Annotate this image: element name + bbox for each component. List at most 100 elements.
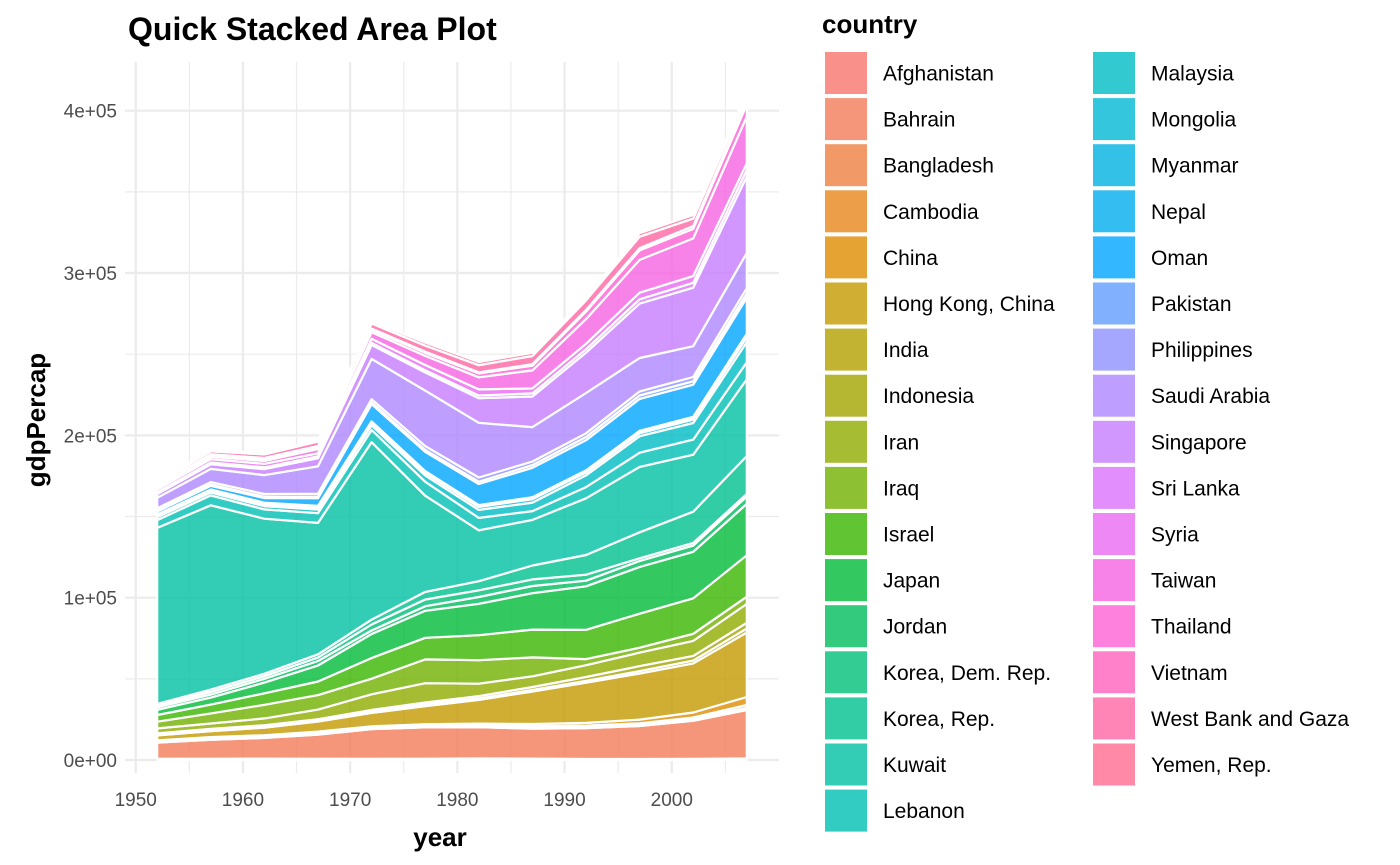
legend-item: Hong Kong, China — [824, 281, 1055, 326]
legend-item: Oman — [1092, 235, 1208, 280]
legend-item: Syria — [1092, 512, 1199, 556]
legend-key — [1093, 190, 1135, 233]
legend-label: Kuwait — [883, 754, 946, 777]
legend-label: Cambodia — [883, 201, 979, 224]
legend-key — [825, 559, 867, 602]
legend-key — [1093, 236, 1135, 279]
legend-label: Jordan — [883, 616, 947, 639]
y-tick-label: 3e+05 — [64, 264, 117, 285]
legend-item: Sri Lanka — [1092, 465, 1240, 510]
legend-key — [825, 466, 867, 509]
legend-key — [825, 190, 867, 233]
legend-key — [825, 282, 867, 325]
legend-key — [1093, 651, 1135, 694]
legend-label: Pakistan — [1151, 293, 1232, 316]
legend-label: Afghanistan — [883, 63, 994, 86]
x-tick-label: 2000 — [651, 790, 693, 811]
legend-key — [1093, 328, 1135, 371]
legend-item: Afghanistan — [824, 51, 994, 95]
y-axis-ticks: 0e+00 1e+05 2e+05 3e+05 4e+05 — [64, 102, 117, 772]
legend-label: Vietnam — [1151, 662, 1228, 685]
legend-key — [1093, 605, 1135, 648]
legend-item: Korea, Rep. — [824, 696, 995, 741]
legend-key — [825, 374, 867, 417]
x-tick-label: 1960 — [222, 790, 264, 811]
legend-item: Philippines — [1092, 327, 1253, 372]
legend-item: Bangladesh — [824, 143, 994, 188]
legend-key — [1093, 697, 1135, 740]
legend-key — [1093, 98, 1135, 141]
legend-item: Israel — [824, 512, 934, 556]
legend-item: Korea, Dem. Rep. — [824, 650, 1051, 695]
legend-key — [825, 420, 867, 463]
legend-label: India — [883, 339, 929, 362]
y-tick-label: 1e+05 — [64, 589, 117, 610]
legend-item: India — [824, 327, 929, 372]
legend-item: Iraq — [824, 465, 919, 510]
legend-label: Indonesia — [883, 385, 974, 408]
legend-label: Saudi Arabia — [1151, 385, 1270, 408]
legend-item: Japan — [824, 558, 940, 603]
y-tick-label: 4e+05 — [64, 102, 117, 123]
legend-key — [1093, 282, 1135, 325]
legend-item: Malaysia — [1092, 51, 1234, 95]
legend-key — [1093, 420, 1135, 463]
legend-label: Mongolia — [1151, 109, 1237, 132]
legend-item: Singapore — [1092, 419, 1247, 464]
legend-key — [825, 743, 867, 786]
x-tick-label: 1990 — [543, 790, 585, 811]
legend-key — [1093, 743, 1135, 786]
legend-label: Iran — [883, 431, 919, 454]
legend-key — [825, 52, 867, 94]
legend-label: Taiwan — [1151, 570, 1216, 593]
legend-label: Israel — [883, 524, 934, 547]
legend-key — [825, 789, 867, 832]
x-tick-label: 1950 — [115, 790, 157, 811]
legend-label: Syria — [1151, 524, 1199, 547]
legend-item: China — [824, 235, 938, 280]
legend-label: Korea, Rep. — [883, 708, 995, 731]
legend-label: Korea, Dem. Rep. — [883, 662, 1051, 685]
legend-item: West Bank and Gaza — [1092, 696, 1349, 741]
legend-item: Iran — [824, 419, 919, 464]
x-tick-label: 1980 — [436, 790, 478, 811]
legend-key — [825, 144, 867, 187]
legend-key — [1093, 513, 1135, 555]
legend-label: Iraq — [883, 477, 919, 500]
legend-label: Myanmar — [1151, 155, 1239, 178]
legend-item: Kuwait — [824, 742, 946, 787]
legend-key — [1093, 374, 1135, 417]
legend-key — [825, 513, 867, 555]
legend-item: Thailand — [1092, 604, 1232, 649]
legend-item: Taiwan — [1092, 558, 1216, 603]
legend-label: Malaysia — [1151, 63, 1234, 86]
legend-item: Nepal — [1092, 189, 1206, 234]
legend: Afghanistan Bahrain Bangladesh Cambodia Chin… — [824, 51, 1349, 833]
legend-label: Bangladesh — [883, 155, 994, 178]
legend-label: Nepal — [1151, 201, 1206, 224]
legend-key — [1093, 52, 1135, 94]
legend-label: Bahrain — [883, 109, 955, 132]
plot-area — [156, 90, 748, 762]
legend-key — [825, 98, 867, 141]
chart-title: Quick Stacked Area Plot — [128, 11, 497, 47]
legend-label: Philippines — [1151, 339, 1253, 362]
legend-key — [825, 651, 867, 694]
legend-key — [825, 328, 867, 371]
legend-label: Sri Lanka — [1151, 477, 1240, 500]
area-yemen-rep — [156, 90, 748, 485]
legend-label: Yemen, Rep. — [1151, 754, 1272, 777]
legend-key — [1093, 144, 1135, 187]
legend-key — [825, 236, 867, 279]
legend-key — [825, 605, 867, 648]
y-tick-label: 2e+05 — [64, 426, 117, 447]
legend-label: Japan — [883, 570, 940, 593]
legend-item: Bahrain — [824, 97, 955, 142]
x-axis-ticks: 1950 1960 1970 1980 1990 2000 — [115, 790, 693, 811]
legend-title: country — [822, 9, 918, 39]
legend-key — [1093, 466, 1135, 509]
legend-item: Cambodia — [824, 189, 979, 234]
legend-label: China — [883, 247, 938, 270]
legend-key — [1093, 559, 1135, 602]
